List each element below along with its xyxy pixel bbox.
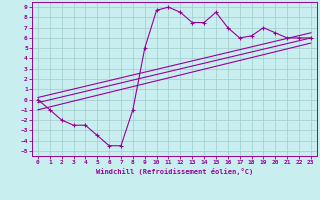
X-axis label: Windchill (Refroidissement éolien,°C): Windchill (Refroidissement éolien,°C) (96, 168, 253, 175)
